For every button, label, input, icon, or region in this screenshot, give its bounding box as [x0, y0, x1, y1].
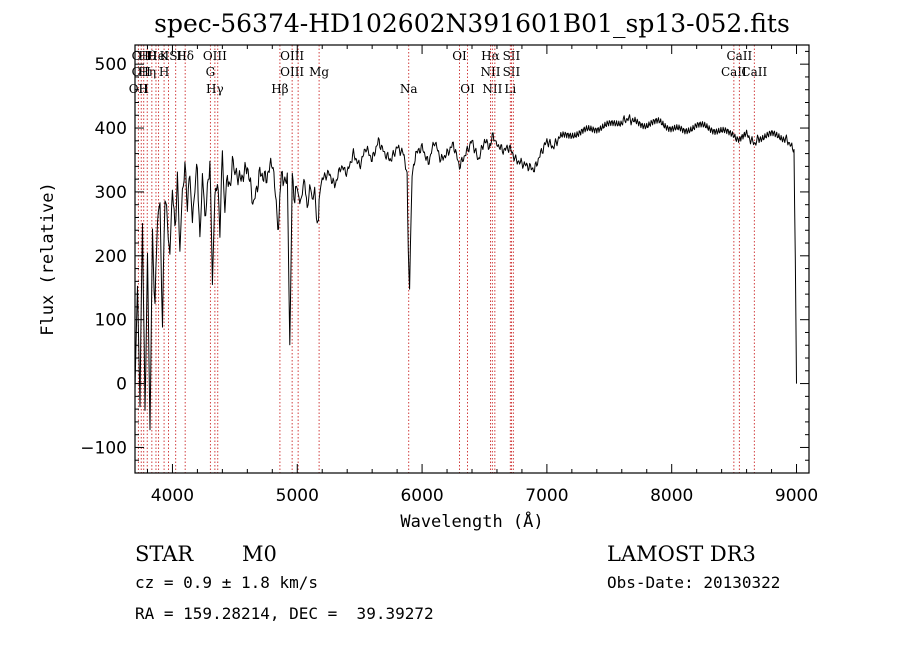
- line-label: H: [159, 65, 169, 79]
- y-tick-label: 0: [116, 375, 127, 395]
- x-tick-label: 6000: [400, 486, 443, 506]
- line-label: CaII: [741, 65, 767, 79]
- line-label: SII: [503, 49, 521, 63]
- y-axis-ticks: −100 0 100 200 300 400 500: [80, 50, 809, 461]
- line-label: Hδ: [176, 49, 194, 63]
- y-tick-label: 400: [95, 119, 127, 139]
- object-class: STAR: [135, 542, 194, 566]
- spectrum-line: [134, 114, 797, 431]
- y-tick-label: −100: [80, 438, 127, 458]
- coordinates-text: RA = 159.28214, DEC = 39.39272: [135, 604, 434, 623]
- line-label: Hη: [138, 65, 156, 79]
- line-label: Mg: [309, 65, 329, 79]
- line-label: OIII: [203, 49, 227, 63]
- x-tick-label: 7000: [525, 486, 568, 506]
- line-label: CaII: [721, 65, 747, 79]
- line-label: OIII: [280, 49, 304, 63]
- line-label: SII: [503, 65, 521, 79]
- line-label: Hα: [481, 49, 500, 63]
- line-label: OI: [460, 82, 475, 96]
- line-label: OI: [452, 49, 467, 63]
- line-label: Hβ: [271, 82, 288, 96]
- x-tick-label: 9000: [775, 486, 818, 506]
- line-label: He: [147, 49, 165, 63]
- line-label: Hγ: [206, 82, 224, 96]
- line-label: H: [139, 82, 149, 96]
- x-tick-label: 5000: [276, 486, 319, 506]
- x-tick-label: 4000: [151, 486, 194, 506]
- line-label: K: [160, 49, 170, 63]
- line-label: NII: [480, 65, 500, 79]
- chart-title: spec-56374-HD102602N391601B01_sp13-052.f…: [154, 9, 790, 38]
- obs-date-text: Obs-Date: 20130322: [607, 573, 780, 592]
- line-label: OII: [132, 49, 152, 63]
- x-axis-ticks: 4000 5000 6000 7000 8000 9000: [146, 45, 818, 506]
- redshift-text: cz = 0.9 ± 1.8 km/s: [135, 573, 318, 592]
- object-subclass: M0: [242, 542, 277, 566]
- line-label: ISII: [164, 49, 187, 63]
- line-label: NII: [482, 82, 502, 96]
- y-axis-label: Flux (relative): [38, 182, 58, 336]
- line-label: Li: [504, 82, 516, 96]
- line-label: CaII: [726, 49, 752, 63]
- line-label: G: [206, 65, 216, 79]
- x-tick-label: 8000: [650, 486, 693, 506]
- x-axis-label: Wavelength (Å): [400, 510, 543, 532]
- survey-name: LAMOST DR3: [607, 542, 756, 566]
- line-label: Na: [400, 82, 418, 96]
- y-tick-label: 200: [95, 247, 127, 267]
- line-label: OIII: [280, 65, 304, 79]
- line-label: OII: [132, 65, 152, 79]
- y-tick-label: 500: [95, 55, 127, 75]
- plot-frame: [134, 44, 810, 474]
- line-label: OII: [129, 82, 149, 96]
- y-tick-label: 100: [95, 311, 127, 331]
- y-tick-label: 300: [95, 183, 127, 203]
- spectrum-series: [134, 114, 797, 431]
